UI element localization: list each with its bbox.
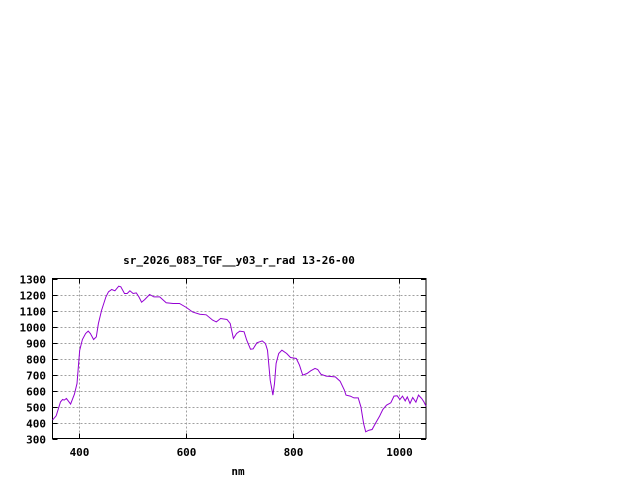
x-tick-label: 600 <box>177 446 197 459</box>
y-tick-label: 400 <box>26 418 46 431</box>
spectrum-line <box>52 285 427 433</box>
ticks: 300 400 500 600 700 800 900 1000 1100 1200 1300 400… <box>20 274 426 459</box>
y-tick-label: 1100 <box>20 306 47 319</box>
y-tick-label: 600 <box>26 386 46 399</box>
y-tick-label: 1300 <box>20 274 47 287</box>
y-tick-label: 1200 <box>20 290 47 303</box>
series <box>52 285 427 433</box>
y-tick-label: 800 <box>26 354 46 367</box>
x-axis-label: nm <box>231 465 245 478</box>
x-tick-label: 1000 <box>386 446 413 459</box>
y-tick-label: 500 <box>26 402 46 415</box>
y-tick-label: 700 <box>26 370 46 383</box>
grid <box>52 278 426 439</box>
plot-border <box>52 278 427 439</box>
y-tick-label: 900 <box>26 338 46 351</box>
y-tick-label: 1000 <box>20 322 47 335</box>
x-tick-label: 400 <box>70 446 90 459</box>
y-tick-label: 300 <box>26 434 46 447</box>
chart-title: sr_2026_083_TGF__y03_r_rad 13-26-00 <box>123 254 355 267</box>
x-tick-label: 800 <box>284 446 304 459</box>
